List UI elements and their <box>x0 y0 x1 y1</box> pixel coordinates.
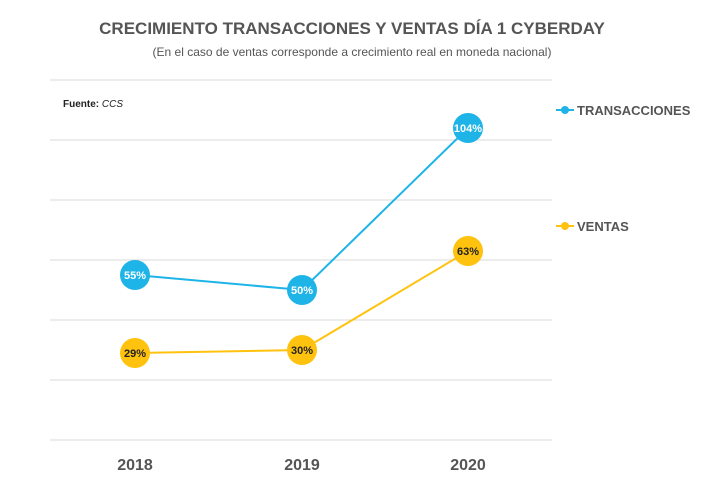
data-point-ventas-2019 <box>287 335 317 365</box>
series-ventas: 29% 30% 63% <box>120 236 483 368</box>
x-tick-label-2020: 2020 <box>450 457 486 474</box>
source-label: Fuente: <box>63 99 99 110</box>
series-transacciones: 55% 50% 104% <box>120 113 483 305</box>
series-line-transacciones <box>134 127 469 292</box>
source-value: CCS <box>102 99 123 110</box>
data-label-ventas-2019: 30% <box>291 345 313 357</box>
data-point-transacciones-2019 <box>287 275 317 305</box>
data-point-transacciones-2020 <box>453 113 483 143</box>
data-point-ventas-2018 <box>120 338 150 368</box>
data-point-ventas-2020 <box>453 236 483 266</box>
x-tick-label-2018: 2018 <box>117 457 153 474</box>
legend-marker-transacciones <box>561 106 569 114</box>
data-label-ventas-2018: 29% <box>124 348 146 360</box>
data-label-transacciones-2019: 50% <box>291 285 313 297</box>
data-label-transacciones-2020: 104% <box>454 123 482 135</box>
legend-item-ventas: VENTAS <box>556 219 629 234</box>
chart-title: CRECIMIENTO TRANSACCIONES Y VENTAS DÍA 1… <box>99 19 605 38</box>
series-layer: 55% 50% 104% 29% 30% 63% <box>120 113 483 368</box>
legend-label-ventas: VENTAS <box>577 219 629 234</box>
legend-marker-ventas <box>561 222 569 230</box>
x-tick-label-2019: 2019 <box>284 457 320 474</box>
chart-subtitle: (En el caso de ventas corresponde a crec… <box>153 45 552 59</box>
legend: TRANSACCIONES VENTAS <box>556 103 691 234</box>
legend-item-transacciones: TRANSACCIONES <box>556 103 691 118</box>
grid-lines <box>50 79 552 441</box>
data-label-transacciones-2018: 55% <box>124 270 146 282</box>
x-axis: 2018 2019 2020 <box>117 457 486 474</box>
data-label-ventas-2020: 63% <box>457 246 479 258</box>
data-point-transacciones-2018 <box>120 260 150 290</box>
source-note: Fuente: CCS <box>63 99 123 110</box>
legend-label-transacciones: TRANSACCIONES <box>577 103 691 118</box>
